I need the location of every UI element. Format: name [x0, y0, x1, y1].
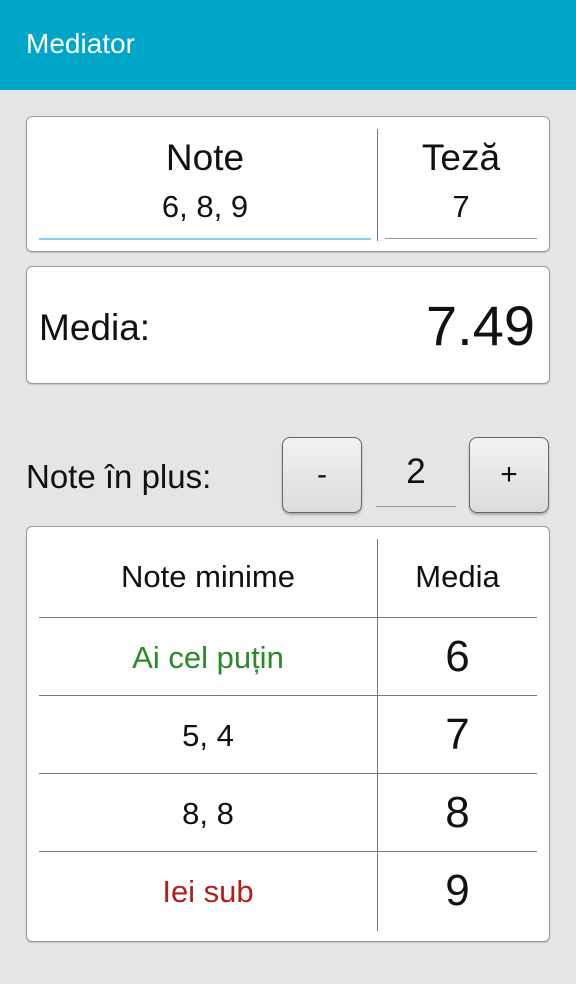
column-divider [377, 129, 378, 241]
average-label: Media: [39, 307, 151, 348]
app-bar: Mediator [0, 0, 576, 90]
row-divider [39, 851, 537, 852]
grades-input-card: Note 6, 8, 9 Teză 7 [26, 116, 550, 252]
extra-grades-label: Note în plus: [26, 458, 212, 495]
table-column-divider [377, 539, 378, 931]
header-note-minime: Note minime [121, 559, 295, 594]
row-1-note: Ai cel puțin [132, 640, 284, 675]
minimum-grades-table: Note minime Media Ai cel puțin 6 5, 4 7 … [26, 526, 550, 942]
row-4-note: Iei sub [162, 874, 254, 909]
average-card: Media: 7.49 [26, 266, 550, 384]
row-3-note: 8, 8 [182, 796, 234, 831]
extra-grades-count[interactable]: 2 [406, 452, 426, 491]
extra-count-underline [376, 506, 456, 507]
header-media: Media [415, 559, 500, 594]
row-1-media: 6 [445, 632, 470, 681]
row-2-note: 5, 4 [182, 718, 234, 753]
increment-button[interactable]: + [469, 437, 549, 513]
row-divider [39, 617, 537, 618]
row-divider [39, 695, 537, 696]
teza-input[interactable]: 7 [452, 189, 470, 224]
teza-label: Teză [421, 137, 501, 178]
app-title: Mediator [26, 28, 135, 59]
row-2-media: 7 [445, 710, 470, 759]
teza-input-underline [385, 238, 537, 239]
row-4-media: 9 [445, 866, 470, 915]
note-input[interactable]: 6, 8, 9 [161, 189, 249, 224]
row-3-media: 8 [445, 788, 470, 837]
note-label: Note [165, 137, 245, 178]
note-input-underline [39, 238, 371, 240]
average-value: 7.49 [426, 294, 535, 357]
row-divider [39, 773, 537, 774]
decrement-button[interactable]: - [282, 437, 362, 513]
